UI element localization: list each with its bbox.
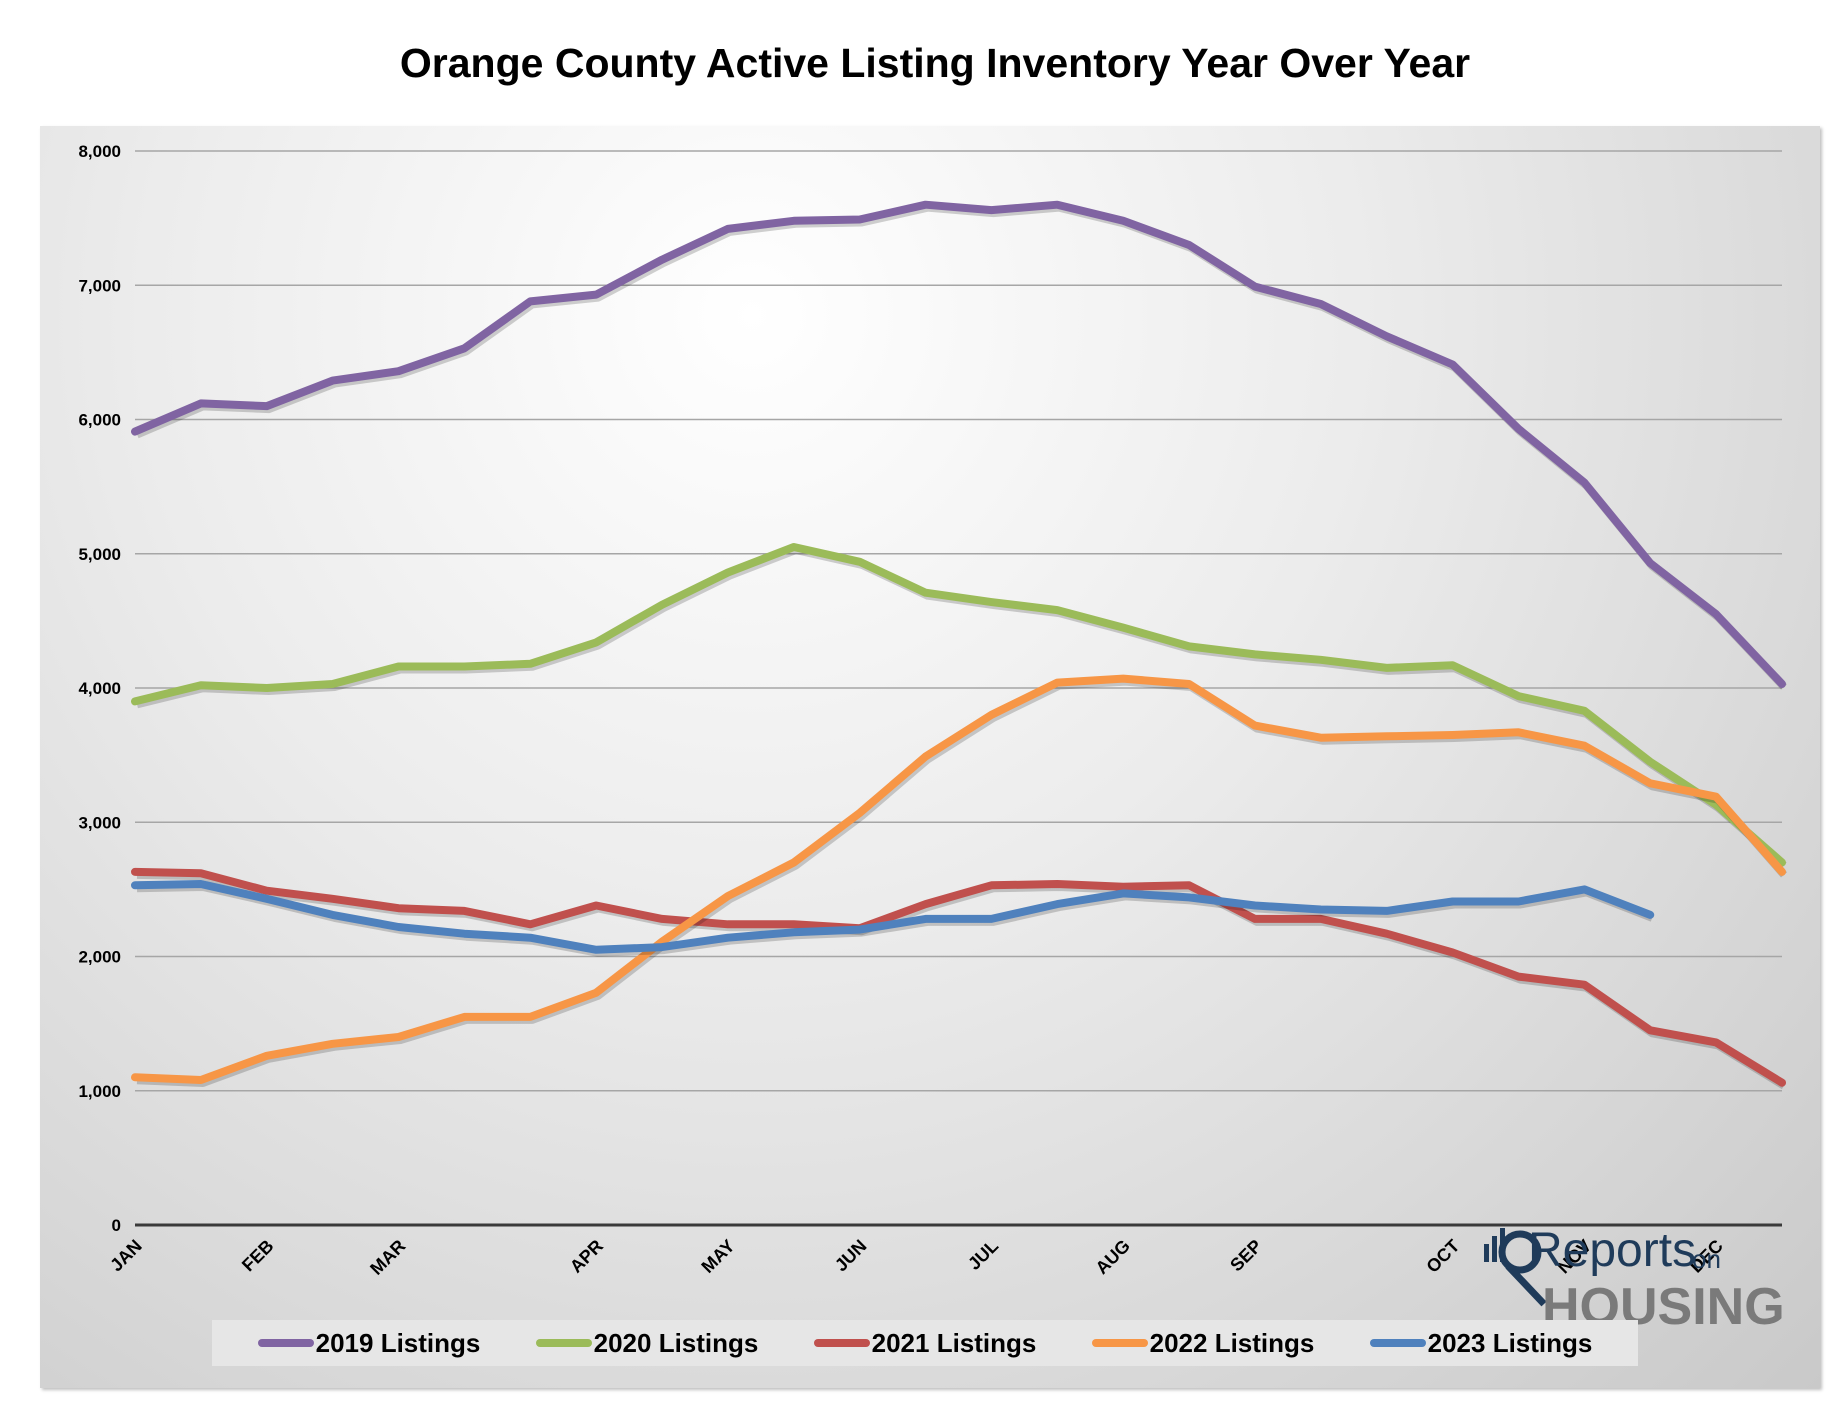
legend-label: 2022 Listings [1149, 1327, 1315, 1358]
legend-swatch [535, 1339, 592, 1347]
x-tick-label: JUL [964, 1236, 1002, 1274]
y-tick-label: 8,000 [78, 142, 121, 161]
logo-word-on: on [1692, 1244, 1721, 1274]
x-tick-label: JAN [106, 1236, 146, 1276]
legend-swatch [1091, 1339, 1148, 1347]
series-line-2021 [131, 867, 1786, 1087]
series-lines [131, 200, 1788, 1090]
legend-item-2021: 2021 Listings [813, 1327, 1037, 1359]
chart-svg: 0 1,000 2,000 3,000 4,000 5,000 6,000 7,000 8,00… [78, 142, 1788, 1279]
logo-word-reports: Reports [1528, 1226, 1696, 1277]
legend-swatch [1369, 1339, 1426, 1347]
legend-swatch [257, 1339, 314, 1347]
y-tick-label: 1,000 [78, 1082, 121, 1101]
series-shadow [136, 677, 1788, 1087]
grid-lines [135, 150, 1782, 1092]
legend-label: 2020 Listings [593, 1327, 759, 1358]
x-tick-label: APR [566, 1236, 607, 1277]
series-line-2023 [131, 880, 1655, 954]
series-line-2020 [131, 543, 1786, 867]
series-line-2022 [131, 674, 1786, 1084]
legend-swatch [813, 1339, 870, 1347]
legend: 2019 Listings 2020 Listings 2021 Listings 2… [212, 1320, 1638, 1366]
x-tick-label: JUN [831, 1236, 871, 1276]
y-tick-label: 4,000 [78, 679, 121, 698]
x-tick-label: OCT [1422, 1236, 1463, 1277]
y-tick-label: 5,000 [78, 545, 121, 564]
y-tick-label: 2,000 [78, 948, 121, 967]
legend-item-2019: 2019 Listings [257, 1327, 481, 1359]
legend-item-2020: 2020 Listings [535, 1327, 759, 1359]
x-tick-label: MAY [697, 1236, 738, 1277]
y-tick-label: 3,000 [78, 813, 121, 832]
x-tick-label: MAR [366, 1236, 409, 1279]
legend-item-2023: 2023 Listings [1369, 1327, 1593, 1359]
legend-label: 2019 Listings [315, 1327, 481, 1358]
reports-on-housing-logo: Reports on HOUSING [1484, 1226, 1785, 1336]
legend-label: 2023 Listings [1427, 1327, 1593, 1358]
series-line-2019 [131, 200, 1786, 688]
plot-area: 0 1,000 2,000 3,000 4,000 5,000 6,000 7,000 8,00… [40, 126, 1820, 1388]
y-tick-label: 6,000 [78, 411, 121, 430]
legend-label: 2021 Listings [871, 1327, 1037, 1358]
y-axis-ticks: 0 1,000 2,000 3,000 4,000 5,000 6,000 7,000 8,00… [78, 142, 121, 1235]
chart-title: Orange County Active Listing Inventory Y… [399, 40, 1471, 86]
x-tick-label: SEP [1226, 1236, 1266, 1276]
y-tick-label: 0 [112, 1216, 121, 1235]
x-tick-label: FEB [238, 1236, 278, 1276]
legend-item-2022: 2022 Listings [1091, 1327, 1315, 1359]
x-tick-label: AUG [1092, 1236, 1134, 1278]
y-tick-label: 7,000 [78, 276, 121, 295]
